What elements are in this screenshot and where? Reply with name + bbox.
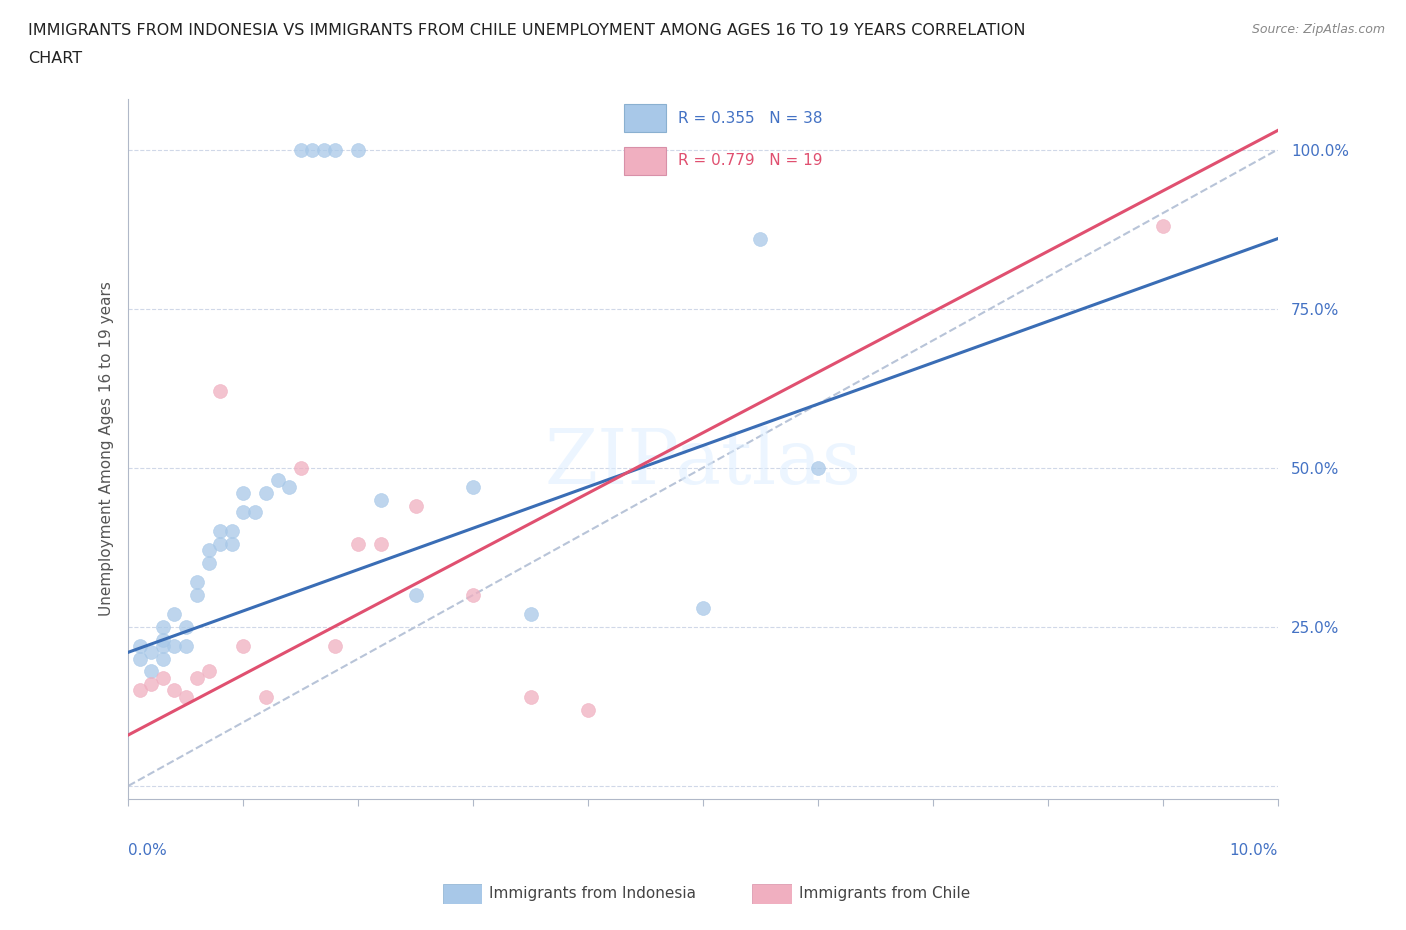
Point (461, 588, 484, 603)
Point (141, 677, 163, 692)
Point (197, 543, 219, 558)
Point (232, 505, 254, 520)
Bar (624, 147, 666, 175)
Point (347, 142, 370, 157)
Point (290, 460, 312, 475)
Point (278, 479, 301, 494)
Point (197, 556, 219, 571)
Point (519, 689, 541, 704)
Bar (624, 104, 666, 132)
Point (405, 498, 427, 513)
Point (174, 689, 197, 704)
Text: Immigrants from Indonesia: Immigrants from Indonesia (489, 886, 696, 901)
Point (347, 537, 370, 551)
Point (152, 651, 174, 666)
Point (749, 232, 772, 246)
Point (221, 524, 243, 538)
Point (128, 651, 150, 666)
Text: CHART: CHART (28, 51, 82, 66)
Point (152, 619, 174, 634)
Point (141, 664, 163, 679)
Text: 10.0%: 10.0% (1229, 844, 1278, 858)
Point (186, 671, 208, 685)
Point (128, 639, 150, 654)
Point (163, 606, 186, 621)
Point (243, 505, 266, 520)
Point (209, 537, 232, 551)
Text: Immigrants from Chile: Immigrants from Chile (799, 886, 970, 901)
Point (254, 485, 277, 500)
Point (370, 537, 392, 551)
Point (152, 639, 174, 654)
Point (197, 664, 219, 679)
Point (163, 639, 186, 654)
Point (576, 702, 599, 717)
Point (221, 537, 243, 551)
Point (232, 639, 254, 654)
Point (290, 142, 312, 157)
Point (312, 142, 335, 157)
Point (186, 588, 208, 603)
Point (692, 600, 714, 615)
Point (152, 632, 174, 647)
Text: Source: ZipAtlas.com: Source: ZipAtlas.com (1251, 23, 1385, 36)
Point (209, 524, 232, 538)
Point (163, 683, 186, 698)
Point (186, 575, 208, 590)
Point (301, 142, 323, 157)
Point (323, 639, 346, 654)
Point (1152, 219, 1174, 233)
Text: IMMIGRANTS FROM INDONESIA VS IMMIGRANTS FROM CHILE UNEMPLOYMENT AMONG AGES 16 TO: IMMIGRANTS FROM INDONESIA VS IMMIGRANTS … (28, 23, 1025, 38)
Point (152, 671, 174, 685)
Point (807, 460, 830, 475)
Point (232, 485, 254, 500)
Point (323, 142, 346, 157)
Point (141, 644, 163, 659)
Point (254, 689, 277, 704)
Point (370, 492, 392, 507)
Point (209, 384, 232, 399)
Y-axis label: Unemployment Among Ages 16 to 19 years: Unemployment Among Ages 16 to 19 years (100, 281, 114, 616)
Text: ZIPatlas: ZIPatlas (544, 426, 862, 499)
Point (128, 683, 150, 698)
Point (174, 619, 197, 634)
Text: R = 0.779   N = 19: R = 0.779 N = 19 (678, 153, 823, 168)
Text: 0.0%: 0.0% (128, 844, 167, 858)
Point (405, 588, 427, 603)
Point (519, 606, 541, 621)
Point (461, 479, 484, 494)
Text: R = 0.355   N = 38: R = 0.355 N = 38 (678, 111, 823, 126)
Point (174, 639, 197, 654)
Point (266, 473, 288, 488)
